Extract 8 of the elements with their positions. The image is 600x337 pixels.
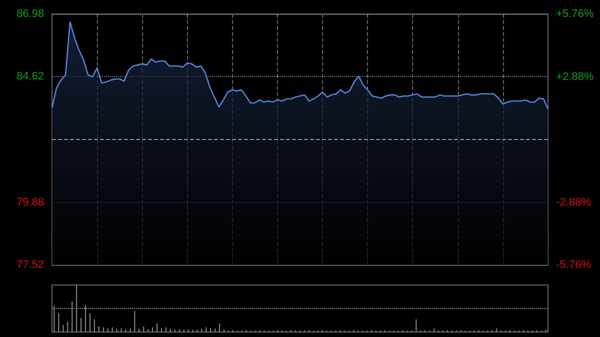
y2-tick-label: +2.88% — [556, 70, 594, 83]
y-tick-label: 77.52 — [16, 259, 44, 271]
y2-tick-label: +5.76% — [556, 8, 594, 20]
y-tick-label: 86.98 — [16, 8, 44, 20]
y-tick-label: 79.88 — [16, 196, 44, 208]
y2-tick-label: -5.76% — [556, 259, 592, 271]
y2-tick-label: -2.88% — [556, 196, 592, 208]
y-tick-label: 84.62 — [16, 70, 44, 83]
